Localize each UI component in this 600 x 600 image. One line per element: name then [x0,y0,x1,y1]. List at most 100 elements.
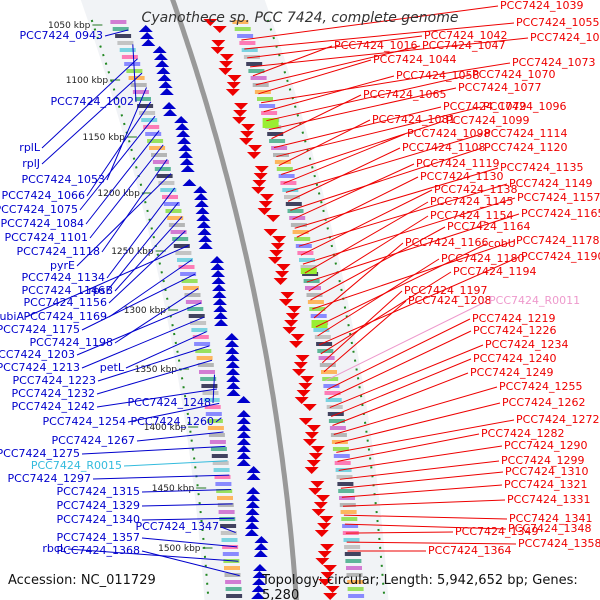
gene-label-right[interactable]: PCC7424_1331 [507,493,590,506]
gene-label-right[interactable]: PCC7424_1165 [521,207,600,220]
gene-label-left[interactable]: PCC7424_1213 [0,361,80,374]
gene-label-right[interactable]: PCC7424_1290 [504,439,587,452]
gene-label-right[interactable]: PCC7424_1166 [405,236,488,249]
gene-label-right[interactable]: PCC7424_1070 [472,68,555,81]
gene-label-left[interactable]: PCC7424_1368 [57,544,140,557]
gene-label-right[interactable]: PCC7424_1310 [505,465,588,478]
gene-label-right[interactable]: PCC7424_1219 [472,312,555,325]
gene-label-right[interactable]: PCC7424_1047 [422,39,505,52]
gene-label-right[interactable]: PCC7424_1130 [420,170,503,183]
gene-label-left[interactable]: PCC7424_0943 [20,29,103,42]
gene-label-left[interactable]: PCC7424_1066 [2,189,85,202]
gene-label-right[interactable]: PCC7424_1348 [508,522,591,535]
gene-label-right[interactable]: PCC7424_1234 [485,338,568,351]
gene-label-right[interactable]: PCC7424_1120 [484,141,567,154]
gene-label-left[interactable]: PCC7424_1075 [0,203,78,216]
minus-strand-gene-arrow [153,53,168,60]
gene-label-right[interactable]: PCC7424_1321 [504,478,587,491]
gene-label-right[interactable]: PCC7424_1341 [509,512,592,525]
gene-label-right[interactable]: PCC7424_1016 [334,39,417,52]
gene-label-left[interactable]: PCC7424_1340 [57,513,140,526]
gene-label-left[interactable]: PCC7424_R0015 [31,459,122,472]
gene-label-right[interactable]: PCC7424_1055 [516,16,599,29]
gene-label-right[interactable]: PCC7424_1364 [428,544,511,557]
gene-label-left[interactable]: pyrE [50,259,75,272]
gene-label-left[interactable]: PCC7424_1084 [1,217,84,230]
gene-label-left[interactable]: PCC7424_1329 [57,499,140,512]
gene-label-left[interactable]: PCC7424_1223 [13,374,96,387]
gene-label-left[interactable]: PCC7424_1248 [128,396,211,409]
gene-label-left[interactable]: PCC7424_1260 [131,415,214,428]
gene-label-left[interactable]: rpsB [88,284,113,297]
gene-label-left[interactable]: ubiA [0,310,24,323]
gene-label-right[interactable]: PCC7424_1349 [455,525,538,538]
gene-label-right[interactable]: PCC7424_1119 [416,157,499,170]
gene-label-right[interactable]: PCC7424_1208 [408,294,491,307]
gene-label-left[interactable]: PCC7424_1297 [8,472,91,485]
gene-label-left[interactable]: PCC7424_1357 [57,531,140,544]
gene-label-left[interactable]: PCC7424_1267 [52,434,135,447]
gene-label-left[interactable]: PCC7424_1169 [24,310,107,323]
gene-label-left[interactable]: PCC7424_1275 [0,447,80,460]
gene-label-right[interactable]: PCC7424_1262 [502,396,585,409]
gene-label-right[interactable]: PCC7424_1099 [446,114,529,127]
gene-label-right[interactable]: PCC7424_1114 [484,127,567,140]
gene-label-right[interactable]: PCC7424_1135 [500,161,583,174]
gene-label-left[interactable]: PCC7424_1118 [17,245,100,258]
gene-label-right[interactable]: PCC7424_1154 [430,209,513,222]
gene-label-right[interactable]: PCC7424_1226 [473,324,556,337]
gene-label-left[interactable]: PCC7424_1242 [12,400,95,413]
gene-label-right[interactable]: PCC7424_1190 [521,250,600,263]
gene-label-right[interactable]: PCC7424_1058 [396,69,479,82]
gene-label-left[interactable]: PCC7424_1101 [5,231,88,244]
gene-label-right[interactable]: PCC7424_1039 [500,0,583,12]
gene-label-left[interactable]: PCC7424_1203 [0,348,75,361]
gene-label-right[interactable]: PCC7424_1149 [509,177,592,190]
gene-label-left[interactable]: PCC7424_1002 [51,95,134,108]
gene-label-left[interactable]: PCC7424_1254 [43,415,126,428]
gene-label-right[interactable]: PCC7424_1282 [481,427,564,440]
gene-label-left[interactable]: PCC7424_1232 [12,387,95,400]
gene-label-right[interactable]: PCC7424_1197 [404,284,487,297]
gene-label-left[interactable]: PCC7424_1134 [22,271,105,284]
gene-label-left[interactable]: petL [100,361,125,374]
gene-label-right[interactable]: PCC7424_1180 [441,252,524,265]
gene-label-right[interactable]: PCC7424_1138 [434,183,517,196]
gene-label-right[interactable]: PCC7424_1145 [430,195,513,208]
gene-label-right[interactable]: PCC7424_1096 [483,100,566,113]
gene-label-right[interactable]: PCC7424_1077 [458,81,541,94]
gene-label-right[interactable]: PCC7424_1255 [499,380,582,393]
gene-label-right[interactable]: PCC7424_1358 [518,537,600,550]
gene-label-right[interactable]: PCC7424_1272 [516,413,599,426]
gene-label-left[interactable]: rplL [19,141,41,154]
gene-label-left[interactable]: rplJ [22,157,40,170]
gene-label-right[interactable]: PCC7424_1073 [512,56,595,69]
gene-label-right[interactable]: PCC7424_1157 [517,191,600,204]
gene-label-left[interactable]: PCC7424_1315 [57,485,140,498]
gene-label-left[interactable]: PCC7424_1198 [30,336,113,349]
gene-label-right[interactable]: cobU [488,237,516,250]
gene-label-left[interactable]: PCC7424_1175 [0,323,80,336]
gene-label-left[interactable]: PCC7424_1156 [24,296,107,309]
gene-label-right[interactable]: PCC7424_1108 [402,141,485,154]
gene-label-right[interactable]: PCC7424_1065 [363,88,446,101]
gene-label-right[interactable]: PCC7424_1044 [373,53,456,66]
feature-annotation-bar [325,398,342,402]
gene-label-right[interactable]: PCC7424_1064 [530,31,600,44]
plus-strand-gene-arrow [308,453,323,460]
gene-label-right[interactable]: PCC7424_R0011 [489,294,580,307]
gene-label-right[interactable]: PCC7424_1164 [447,220,530,233]
gene-label-right[interactable]: PCC7424_1249 [470,366,553,379]
gene-label-right[interactable]: PCC7424_1178 [516,234,599,247]
gene-label-right[interactable]: PCC7424_1042 [424,29,507,42]
gene-label-right[interactable]: PCC7424_1081 [372,113,455,126]
gene-label-left[interactable]: PCC7424_1347 [136,520,219,533]
gene-label-right[interactable]: PCC7424_1299 [501,454,584,467]
gene-label-right[interactable]: PCC7424_1194 [453,265,536,278]
gene-label-right[interactable]: PCC7424_1098 [407,127,490,140]
gene-label-right[interactable]: PCC7424_1240 [473,352,556,365]
gene-label-left[interactable]: PCC7424_1146 [22,284,105,297]
gene-label-right[interactable]: PCC7424_1079 [443,100,526,113]
gene-label-left[interactable]: PCC7424_1053 [22,173,105,186]
gene-label-left[interactable]: rbcL [42,542,67,555]
